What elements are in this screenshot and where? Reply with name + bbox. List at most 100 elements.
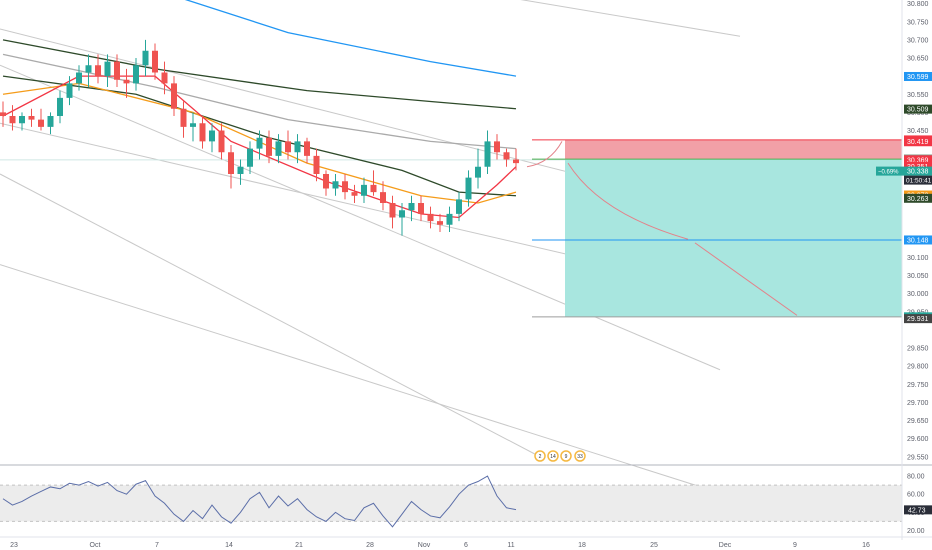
candle[interactable] xyxy=(361,184,367,196)
candle[interactable] xyxy=(228,152,234,174)
candle[interactable] xyxy=(323,174,329,189)
candle[interactable] xyxy=(342,181,348,193)
price-tick-label: 29.800 xyxy=(907,364,929,371)
price-tag-label: 30.599 xyxy=(907,74,929,81)
candle[interactable] xyxy=(418,203,424,214)
countdown-badge xyxy=(904,175,932,185)
candle[interactable] xyxy=(209,130,215,142)
price-tag[interactable] xyxy=(904,155,932,165)
price-tag[interactable] xyxy=(904,71,932,81)
candle[interactable] xyxy=(285,141,291,153)
candle[interactable] xyxy=(294,141,301,153)
candle[interactable] xyxy=(57,97,63,116)
candle[interactable] xyxy=(380,192,386,203)
projection-arrow[interactable] xyxy=(694,242,798,316)
change-badge xyxy=(876,166,904,176)
event-marker-label: 33 xyxy=(577,454,583,460)
candle[interactable] xyxy=(247,148,253,167)
candle[interactable] xyxy=(9,116,16,124)
event-marker[interactable] xyxy=(560,450,572,462)
candle[interactable] xyxy=(465,177,472,200)
channel-line xyxy=(520,0,741,37)
candle[interactable] xyxy=(494,141,500,153)
candle[interactable] xyxy=(47,116,54,127)
rsi-tick-label: 20.00 xyxy=(907,528,925,535)
event-marker[interactable] xyxy=(534,450,546,462)
price-tag[interactable] xyxy=(904,161,932,171)
candle[interactable] xyxy=(513,159,519,164)
price-tick-label: 30.700 xyxy=(907,37,929,44)
price-tick-label: 30.000 xyxy=(907,291,929,298)
projection-arrow[interactable] xyxy=(526,141,563,168)
candle[interactable] xyxy=(389,203,396,218)
price-tick-label: 29.850 xyxy=(907,346,929,353)
candle[interactable] xyxy=(76,72,82,84)
candle[interactable] xyxy=(85,65,92,73)
candle[interactable] xyxy=(304,141,310,156)
time-axis[interactable]: 23 Oct 7 14 21 28 Nov 6 11 18 25 Dec 9 16 xyxy=(0,536,932,549)
candle[interactable] xyxy=(399,210,405,218)
time-tick-label: Nov xyxy=(418,542,431,549)
event-marker[interactable] xyxy=(547,450,559,462)
price-tag[interactable] xyxy=(904,314,932,324)
candle[interactable] xyxy=(456,199,462,214)
candle[interactable] xyxy=(351,192,358,196)
stop-zone[interactable] xyxy=(565,139,902,160)
candle[interactable] xyxy=(237,166,244,174)
candle[interactable] xyxy=(446,213,453,225)
price-tick-label: 30.650 xyxy=(907,56,929,63)
time-tick-label: 9 xyxy=(793,542,797,549)
candle[interactable] xyxy=(218,130,225,153)
candle[interactable] xyxy=(66,83,73,98)
time-tick-label: 11 xyxy=(507,542,514,549)
price-tag[interactable] xyxy=(904,166,932,176)
candle[interactable] xyxy=(437,221,443,225)
channel-line xyxy=(0,64,721,371)
candle[interactable] xyxy=(38,119,44,127)
candle[interactable] xyxy=(427,213,434,222)
candle[interactable] xyxy=(171,83,177,109)
price-tag[interactable] xyxy=(904,104,932,114)
candle[interactable] xyxy=(95,65,101,77)
rsi-value-label: 42.73 xyxy=(908,507,926,514)
event-marker[interactable] xyxy=(574,450,586,462)
price-tag[interactable] xyxy=(904,137,932,147)
candle[interactable] xyxy=(28,116,35,120)
price-axis[interactable]: 30.80030.75030.70030.65030.55030.50030.4… xyxy=(876,0,932,540)
candle[interactable] xyxy=(161,72,168,84)
candle[interactable] xyxy=(190,123,196,127)
candle[interactable] xyxy=(275,141,282,156)
candle[interactable] xyxy=(408,203,415,211)
price-tag[interactable] xyxy=(904,193,932,203)
candle[interactable] xyxy=(313,155,320,174)
projection-arrow[interactable] xyxy=(567,162,689,240)
candle[interactable] xyxy=(152,50,158,73)
candle[interactable] xyxy=(332,181,339,189)
candle[interactable] xyxy=(104,61,111,77)
candle[interactable] xyxy=(0,112,6,116)
candle[interactable] xyxy=(370,184,377,193)
candle[interactable] xyxy=(133,65,139,84)
candle[interactable] xyxy=(199,123,206,142)
candle[interactable] xyxy=(19,116,25,124)
price-tag-label: 30.338 xyxy=(907,169,929,176)
candle[interactable] xyxy=(180,108,187,127)
time-tick-label: 6 xyxy=(464,542,468,549)
candle[interactable] xyxy=(484,141,491,167)
price-tick-label: 30.100 xyxy=(907,255,929,262)
candle[interactable] xyxy=(142,50,149,66)
price-pane[interactable]: 2 14 9 33 xyxy=(0,0,932,494)
target-zone[interactable] xyxy=(565,159,902,317)
time-tick-label: 16 xyxy=(862,542,870,549)
candle[interactable] xyxy=(256,137,263,149)
channel-line xyxy=(0,173,541,458)
candle[interactable] xyxy=(475,166,481,178)
candle[interactable] xyxy=(266,137,272,156)
price-tag[interactable] xyxy=(904,235,932,245)
candle[interactable] xyxy=(123,79,130,84)
candle[interactable] xyxy=(503,152,510,160)
candle[interactable] xyxy=(114,61,120,80)
price-tick-label: 29.600 xyxy=(907,436,929,443)
